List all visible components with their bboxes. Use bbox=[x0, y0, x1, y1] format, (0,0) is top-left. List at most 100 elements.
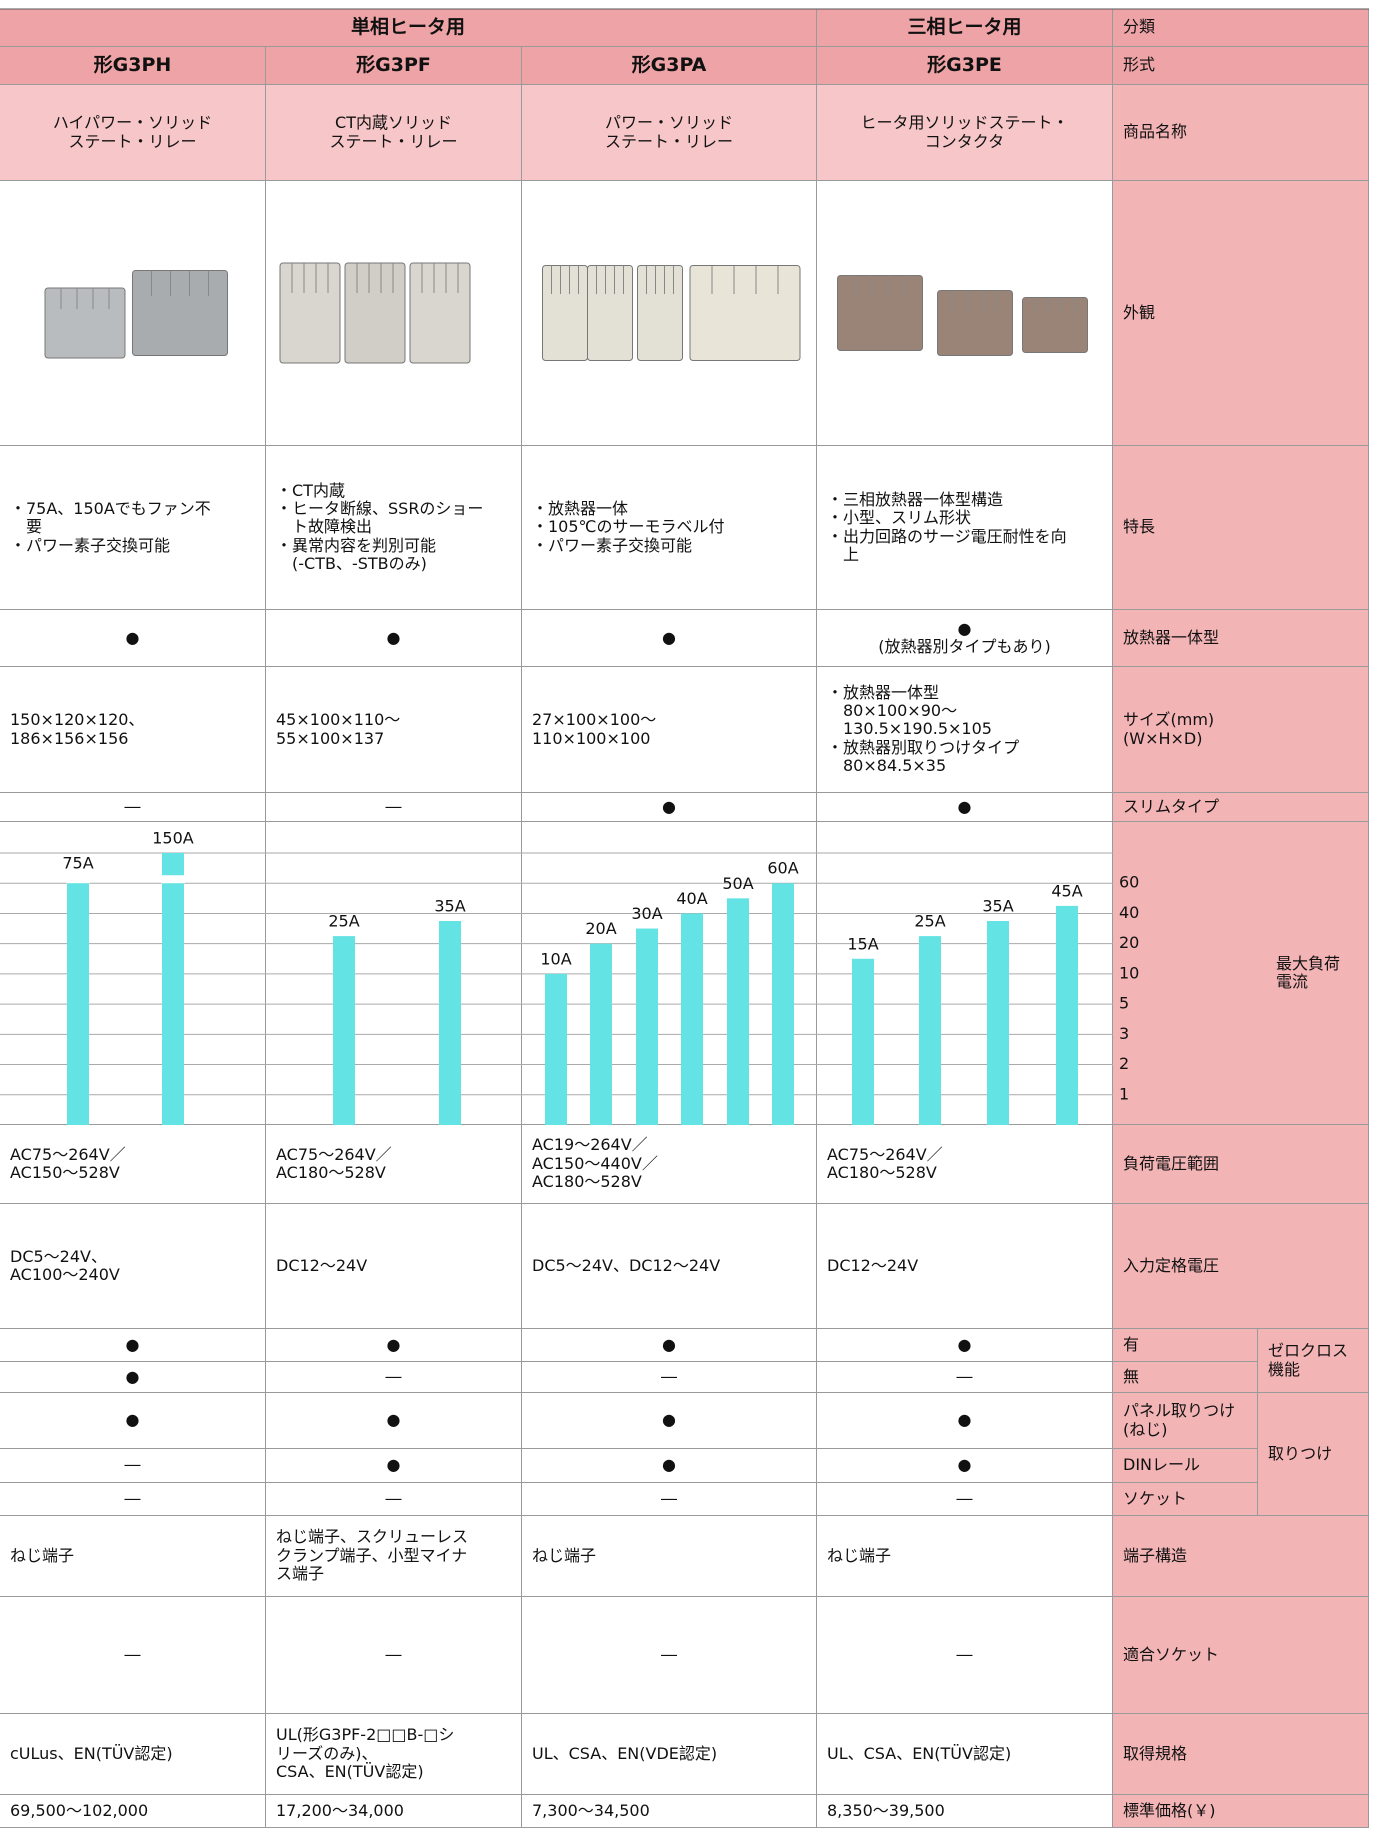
cell: ・75A、150Aでもファン不 要 ・パワー素子交換可能 bbox=[0, 446, 266, 610]
cell: ・放熱器一体 ・105℃のサーモラベル付 ・パワー素子交換可能 bbox=[522, 446, 817, 610]
model-header: 形G3PA bbox=[522, 47, 817, 85]
cell: 69,500～102,000 bbox=[0, 1795, 266, 1828]
row-sublabel: 無 bbox=[1113, 1362, 1258, 1393]
cell: パワー・ソリッド ステート・リレー bbox=[522, 85, 817, 181]
cell: ● bbox=[522, 1449, 817, 1483]
cell: ― bbox=[266, 1483, 522, 1516]
cell: 8,350～39,500 bbox=[817, 1795, 1113, 1828]
cell: 27×100×100～ 110×100×100 bbox=[522, 667, 817, 793]
row-group-label: ゼロクロス 機能 bbox=[1258, 1329, 1369, 1393]
row-sublabel: ソケット bbox=[1113, 1483, 1258, 1516]
cell: ● bbox=[817, 1329, 1113, 1362]
cell: ・CT内蔵 ・ヒータ断線、SSRのショー ト故障検出 ・異常内容を判別可能 (-… bbox=[266, 446, 522, 610]
cell: ● bbox=[817, 1449, 1113, 1483]
cell: UL(形G3PF-2□□B-□シ リーズのみ)、 CSA、EN(TÜV認定) bbox=[266, 1714, 522, 1795]
cell: ● bbox=[0, 1362, 266, 1393]
row-label: 最大負荷 電流 bbox=[1113, 822, 1369, 1125]
cell: ねじ端子 bbox=[0, 1516, 266, 1597]
row-label: 特長 bbox=[1113, 446, 1369, 610]
cell: 150×120×120、 186×156×156 bbox=[0, 667, 266, 793]
cell: DC12～24V bbox=[817, 1204, 1113, 1329]
row-label: 適合ソケット bbox=[1113, 1597, 1369, 1714]
cell: ― bbox=[522, 1483, 817, 1516]
row-label: サイズ(mm) (W×H×D) bbox=[1113, 667, 1369, 793]
cell bbox=[0, 822, 266, 1125]
cell: ● bbox=[522, 610, 817, 667]
cell: ・放熱器一体型 80×100×90～ 130.5×190.5×105 ・放熱器別… bbox=[817, 667, 1113, 793]
cell: ― bbox=[0, 1449, 266, 1483]
row-sublabel: パネル取りつけ (ねじ) bbox=[1113, 1393, 1258, 1449]
cell: ― bbox=[266, 1597, 522, 1714]
cell bbox=[266, 822, 522, 1125]
row-sublabel: 有 bbox=[1113, 1329, 1258, 1362]
cell: 7,300～34,500 bbox=[522, 1795, 817, 1828]
row-group-label: 取りつけ bbox=[1258, 1393, 1369, 1516]
cell: ねじ端子 bbox=[817, 1516, 1113, 1597]
cell: ― bbox=[0, 1483, 266, 1516]
row-label: 端子構造 bbox=[1113, 1516, 1369, 1597]
group-header: 三相ヒータ用 bbox=[817, 9, 1113, 47]
cell: ・三相放熱器一体型構造 ・小型、スリム形状 ・出力回路のサージ電圧耐性を向 上 bbox=[817, 446, 1113, 610]
model-header: 形G3PH bbox=[0, 47, 266, 85]
cell: AC19～264V／ AC150～440V／ AC180～528V bbox=[522, 1125, 817, 1204]
cell: DC12～24V bbox=[266, 1204, 522, 1329]
cell: DC5～24V、DC12～24V bbox=[522, 1204, 817, 1329]
cell: ● bbox=[817, 793, 1113, 822]
cell bbox=[522, 181, 817, 446]
cell bbox=[266, 181, 522, 446]
row-label: 負荷電圧範囲 bbox=[1113, 1125, 1369, 1204]
cell: ヒータ用ソリッドステート・ コンタクタ bbox=[817, 85, 1113, 181]
cell: AC75～264V／ AC180～528V bbox=[817, 1125, 1113, 1204]
cell: 17,200～34,000 bbox=[266, 1795, 522, 1828]
row-label: 入力定格電圧 bbox=[1113, 1204, 1369, 1329]
cell: ― bbox=[522, 1362, 817, 1393]
cell: UL、CSA、EN(VDE認定) bbox=[522, 1714, 817, 1795]
cell: ● bbox=[266, 1393, 522, 1449]
cell: ― bbox=[0, 1597, 266, 1714]
row-label: 放熱器一体型 bbox=[1113, 610, 1369, 667]
row-label: 分類 bbox=[1113, 9, 1369, 47]
cell: ● bbox=[0, 610, 266, 667]
cell: ● bbox=[522, 793, 817, 822]
row-label: 標準価格(￥) bbox=[1113, 1795, 1369, 1828]
cell: ハイパワー・ソリッド ステート・リレー bbox=[0, 85, 266, 181]
cell bbox=[817, 181, 1113, 446]
cell bbox=[522, 822, 817, 1125]
cell: ― bbox=[0, 793, 266, 822]
cell: CT内蔵ソリッド ステート・リレー bbox=[266, 85, 522, 181]
cell: DC5～24V、 AC100～240V bbox=[0, 1204, 266, 1329]
cell: ● (放熱器別タイプもあり) bbox=[817, 610, 1113, 667]
cell: ― bbox=[266, 793, 522, 822]
cell: ● bbox=[0, 1329, 266, 1362]
cell: cULus、EN(TÜV認定) bbox=[0, 1714, 266, 1795]
cell: ● bbox=[266, 610, 522, 667]
cell: ― bbox=[817, 1483, 1113, 1516]
cell: ● bbox=[522, 1393, 817, 1449]
cell: ねじ端子 bbox=[522, 1516, 817, 1597]
group-header: 単相ヒータ用 bbox=[0, 9, 817, 47]
model-header: 形G3PF bbox=[266, 47, 522, 85]
row-sublabel: DINレール bbox=[1113, 1449, 1258, 1483]
cell: ● bbox=[0, 1393, 266, 1449]
row-label: 形式 bbox=[1113, 47, 1369, 85]
row-label: 取得規格 bbox=[1113, 1714, 1369, 1795]
cell: AC75～264V／ AC180～528V bbox=[266, 1125, 522, 1204]
row-label: スリムタイプ bbox=[1113, 793, 1369, 822]
cell bbox=[0, 181, 266, 446]
cell: ● bbox=[266, 1449, 522, 1483]
cell: 45×100×110～ 55×100×137 bbox=[266, 667, 522, 793]
cell: ● bbox=[266, 1329, 522, 1362]
cell: ― bbox=[266, 1362, 522, 1393]
cell: ● bbox=[817, 1393, 1113, 1449]
cell bbox=[817, 822, 1113, 1125]
cell: ― bbox=[817, 1597, 1113, 1714]
cell: UL、CSA、EN(TÜV認定) bbox=[817, 1714, 1113, 1795]
cell: ● bbox=[522, 1329, 817, 1362]
cell: ― bbox=[817, 1362, 1113, 1393]
row-label: 外観 bbox=[1113, 181, 1369, 446]
cell: ねじ端子、スクリューレス クランプ端子、小型マイナ ス端子 bbox=[266, 1516, 522, 1597]
row-label: 商品名称 bbox=[1113, 85, 1369, 181]
model-header: 形G3PE bbox=[817, 47, 1113, 85]
cell: ― bbox=[522, 1597, 817, 1714]
